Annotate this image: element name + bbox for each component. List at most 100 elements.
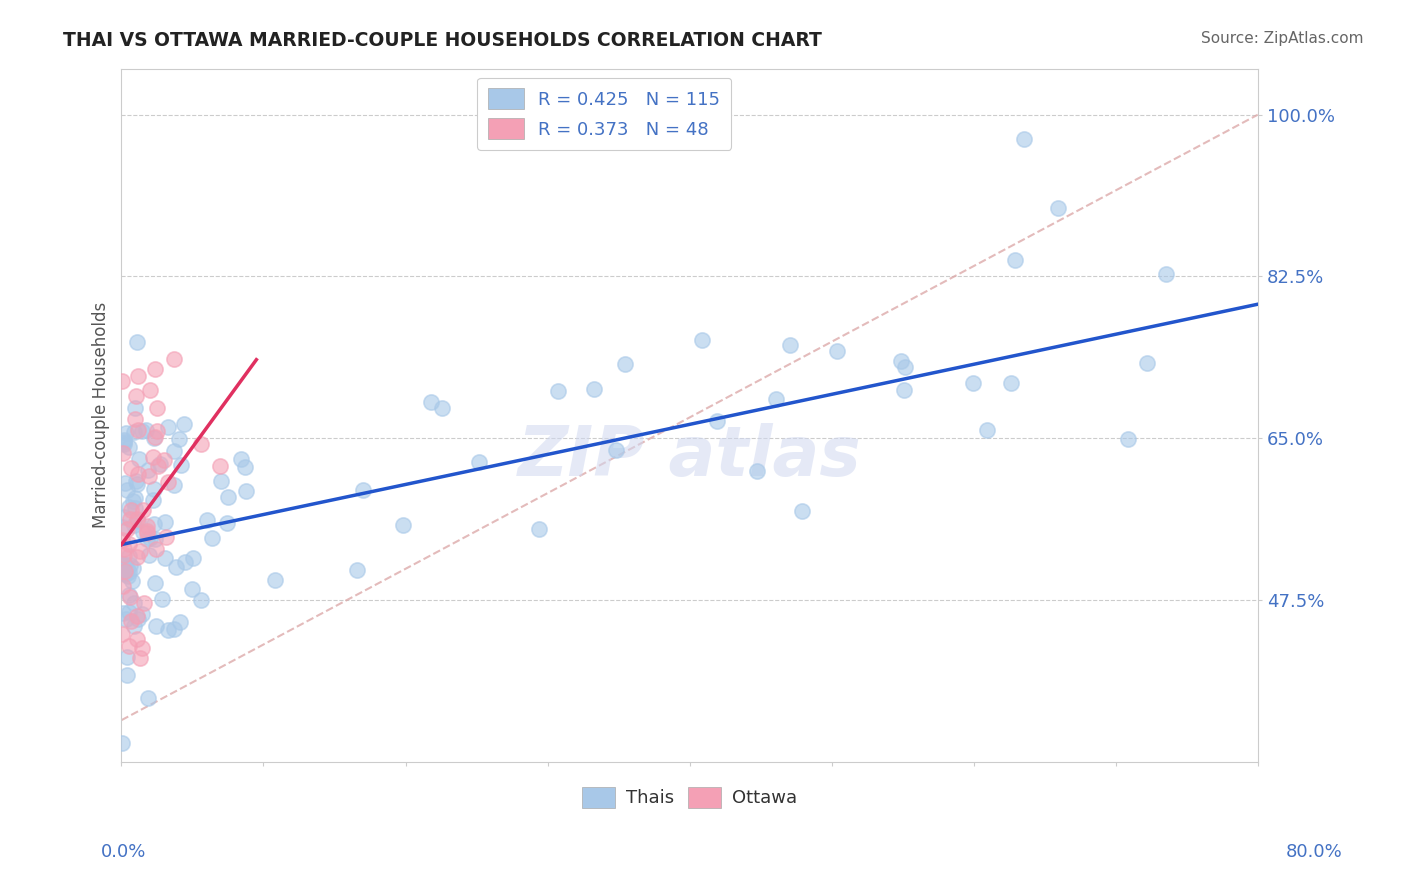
Point (1136, 356, 1159, 370)
Point (118, 565, 141, 579)
Point (169, 615, 191, 630)
Point (231, 452, 253, 467)
Point (893, 383, 915, 397)
Point (124, 596, 146, 610)
Point (143, 361, 166, 376)
Point (582, 382, 605, 396)
Point (962, 376, 984, 391)
Point (114, 476, 136, 491)
Point (121, 574, 143, 588)
Point (143, 431, 166, 445)
Point (190, 592, 212, 607)
Point (112, 510, 135, 524)
Point (605, 442, 627, 457)
Point (127, 476, 149, 491)
Point (111, 520, 134, 534)
Point (118, 558, 141, 573)
Point (217, 490, 239, 504)
Point (129, 544, 152, 558)
Point (352, 483, 374, 498)
Point (136, 524, 159, 539)
Point (235, 484, 257, 499)
Point (128, 650, 150, 665)
Point (112, 434, 135, 449)
Point (162, 351, 184, 366)
Point (124, 517, 146, 532)
Point (529, 522, 551, 536)
Point (190, 436, 212, 450)
Point (173, 555, 195, 569)
Point (1156, 267, 1178, 281)
Point (115, 649, 138, 664)
Point (117, 569, 139, 583)
Point (125, 474, 148, 488)
Point (124, 412, 146, 426)
Point (1004, 253, 1026, 268)
Point (127, 514, 149, 528)
Point (142, 450, 165, 464)
Point (127, 334, 149, 349)
Point (136, 690, 159, 705)
Point (163, 623, 186, 637)
Point (149, 457, 172, 471)
Point (156, 624, 179, 638)
Point (139, 383, 162, 397)
Point (112, 558, 135, 572)
Point (115, 668, 138, 682)
Point (131, 607, 153, 622)
Y-axis label: Married-couple Households: Married-couple Households (93, 302, 110, 528)
Point (181, 551, 204, 566)
Point (420, 395, 443, 409)
Point (1118, 432, 1140, 446)
Point (346, 563, 368, 577)
Point (118, 639, 141, 653)
Point (111, 579, 134, 593)
Point (142, 482, 165, 496)
Point (143, 430, 166, 444)
Text: THAI VS OTTAWA MARRIED-COUPLE HOUSEHOLDS CORRELATION CHART: THAI VS OTTAWA MARRIED-COUPLE HOUSEHOLDS… (63, 31, 823, 50)
Point (131, 425, 153, 439)
Point (792, 504, 814, 518)
Text: ZIP atlas: ZIP atlas (517, 423, 862, 491)
Point (115, 426, 138, 441)
Point (209, 475, 232, 489)
Point (195, 514, 218, 528)
Point (143, 532, 166, 546)
Point (118, 606, 141, 620)
Point (125, 608, 148, 623)
Point (112, 437, 135, 451)
Point (468, 455, 491, 469)
Point (122, 425, 145, 439)
Point (127, 423, 149, 437)
Point (235, 460, 257, 475)
Point (112, 566, 135, 580)
Point (127, 467, 149, 482)
Point (124, 501, 146, 516)
Point (145, 541, 167, 556)
Point (153, 452, 176, 467)
Point (135, 423, 157, 437)
Point (690, 333, 713, 347)
Point (127, 369, 149, 384)
Point (117, 500, 139, 515)
Point (142, 516, 165, 531)
Point (131, 640, 153, 655)
Point (111, 626, 134, 640)
Point (163, 478, 186, 492)
Point (112, 433, 135, 447)
Point (153, 515, 176, 529)
Point (117, 549, 139, 563)
Text: 0.0%: 0.0% (101, 843, 146, 861)
Point (143, 575, 166, 590)
Point (138, 531, 160, 545)
Point (208, 459, 231, 474)
Point (706, 414, 728, 428)
Point (112, 548, 135, 562)
Point (153, 551, 176, 566)
Point (890, 354, 912, 368)
Point (1000, 376, 1022, 391)
Point (150, 591, 173, 606)
Point (614, 357, 637, 371)
Point (201, 531, 224, 545)
Point (118, 588, 141, 602)
